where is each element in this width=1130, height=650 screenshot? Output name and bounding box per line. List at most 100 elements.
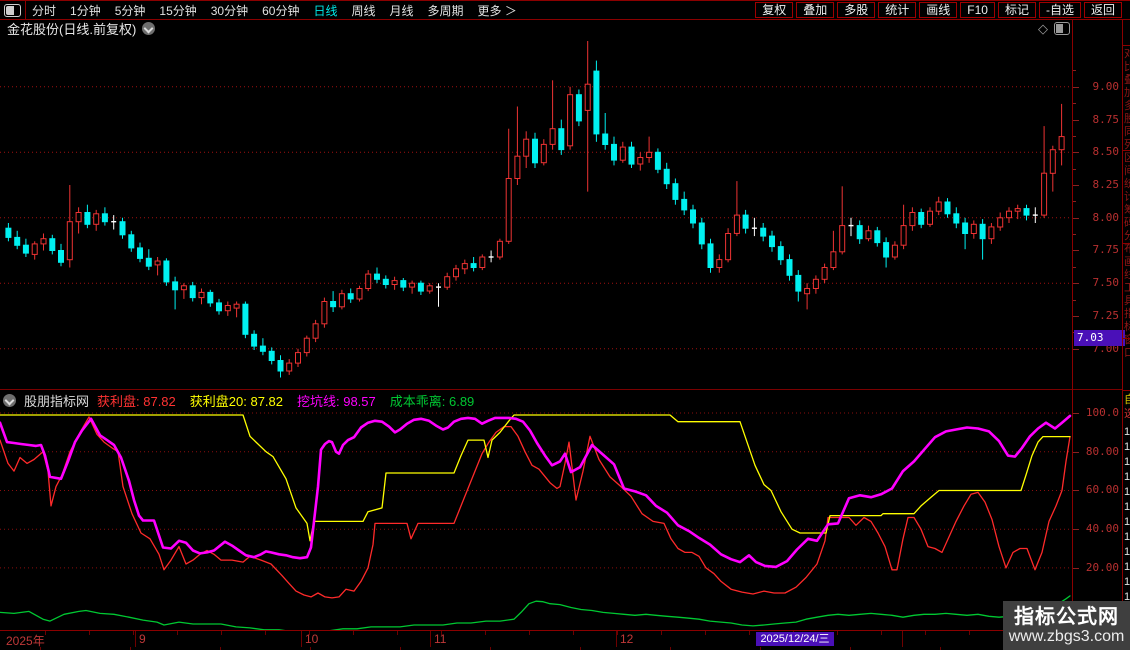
price-tick [1073, 120, 1079, 121]
strip-digit: 1 [1124, 516, 1130, 528]
strip-menu-char: 口 [1124, 348, 1130, 359]
period-tab-7[interactable]: 周线 [351, 3, 376, 18]
price-axis-label: 8.25 [1092, 178, 1120, 191]
strip-divider [1123, 150, 1130, 151]
strip-digit: 1 [1124, 591, 1130, 603]
tool-button-8[interactable]: 返回 [1083, 2, 1122, 18]
price-axis-label: 8.75 [1092, 113, 1120, 126]
strip-menu-char: 工 [1124, 283, 1130, 294]
strip-digit: 1 [1124, 546, 1130, 558]
period-tabs: 分时 1分钟 5分钟 15分钟 30分钟 60分钟 日线 周线 月线 多周期 更多 ＞ [26, 2, 517, 19]
strip-menu-char: 叠 [1124, 75, 1130, 86]
strip-menu-char: 间 [1124, 166, 1130, 177]
price-minor-tick [1073, 103, 1076, 104]
period-tab-3[interactable]: 15分钟 [159, 3, 197, 18]
price-tick [1073, 218, 1079, 219]
period-tab-1[interactable]: 1分钟 [70, 3, 101, 18]
date-tick [89, 631, 90, 635]
indicator-tick [1073, 568, 1079, 569]
date-tick [309, 631, 310, 635]
tool-button-4[interactable]: 画线 [919, 2, 958, 18]
period-tab-9[interactable]: 多周期 [427, 3, 464, 18]
subrow-separator [490, 647, 491, 650]
panel-toggle-icon[interactable] [1054, 22, 1070, 35]
indicator-field-1: 获利盘20: 87.82 [189, 393, 283, 409]
strip-digit: 1 [1124, 531, 1130, 543]
tool-button-2[interactable]: 多股 [837, 2, 876, 18]
price-minor-tick [1073, 267, 1076, 268]
date-axis-label: 11 [434, 632, 447, 646]
chevron-down-icon[interactable] [142, 22, 156, 35]
date-tick [265, 631, 266, 635]
top-toolbar: 分时 1分钟 5分钟 15分钟 30分钟 60分钟 日线 周线 月线 多周期 更多 ＞ 复权 叠加 多股… [0, 0, 1130, 20]
subrow-separator [940, 647, 941, 650]
strip-digit: 1 [1124, 426, 1130, 438]
price-tick [1073, 87, 1079, 88]
subrow-separator [130, 647, 131, 650]
tool-buttons: 复权 叠加 多股 统计 画线 F10 标记 -自选 返回 [755, 2, 1130, 18]
date-tick [573, 631, 574, 635]
strip-menu-char: 多 [1124, 101, 1130, 112]
indicator-line-3 [0, 595, 1071, 630]
indicator-tick [1073, 413, 1079, 414]
price-tick [1073, 349, 1079, 350]
date-axis-label: 10 [305, 632, 319, 646]
price-tick [1073, 316, 1079, 317]
tool-button-6[interactable]: 标记 [997, 2, 1036, 18]
stock-title: 金花股份(日线.前复权) [7, 22, 137, 37]
period-tab-4[interactable]: 30分钟 [210, 3, 249, 18]
bottom-partial-row [0, 647, 1130, 650]
period-tab-10[interactable]: 更多 ＞ [477, 3, 517, 18]
candlestick-chart[interactable] [0, 38, 1072, 389]
indicator-axis-label: 20.00 [1085, 561, 1119, 574]
watermark-url: www.zbgs3.com [1008, 627, 1125, 645]
tool-button-1[interactable]: 叠加 [796, 2, 835, 18]
subrow-separator [40, 647, 41, 650]
period-tab-6[interactable]: 日线 [313, 3, 338, 18]
indicator-chart[interactable] [0, 390, 1072, 630]
subrow-separator [220, 647, 221, 650]
strip-menu-char: 布 [1124, 244, 1130, 255]
indicator-field-0: 获利盘: 87.82 [97, 393, 176, 409]
layout-toggle-icon[interactable] [4, 3, 21, 17]
strip-menu-char: 窗 [1124, 335, 1130, 346]
date-tick [661, 631, 662, 635]
date-tick [969, 631, 970, 635]
tool-button-7[interactable]: -自选 [1038, 2, 1081, 18]
strip-menu-char: 列 [1124, 140, 1130, 151]
subrow-separator [760, 647, 761, 650]
subrow-separator [580, 647, 581, 650]
tool-button-5[interactable]: F10 [960, 2, 995, 18]
date-separator [135, 631, 136, 647]
date-separator [616, 631, 617, 647]
date-tick [397, 631, 398, 635]
indicator-chevron-icon[interactable] [3, 393, 16, 407]
right-sidebar-strip[interactable]: 对比叠加多股同列区间统计筹码分布画线工具指标窗口自选 1 1 1 1 1 1 1 1 1 1 1 1 [1122, 19, 1130, 647]
strip-menu-char: 筹 [1124, 205, 1130, 216]
price-tick [1073, 250, 1079, 251]
strip-divider [1123, 390, 1130, 391]
candlestick-series [5, 41, 1065, 378]
period-tab-0[interactable]: 分时 [32, 3, 57, 18]
price-minor-tick [1073, 300, 1076, 301]
strip-digit: 1 [1124, 456, 1130, 468]
date-separator [902, 631, 903, 647]
price-highlight-badge: 7.03 [1074, 330, 1125, 346]
period-tab-8[interactable]: 月线 [389, 3, 414, 18]
price-axis-label: 8.00 [1092, 211, 1120, 224]
indicator-axis-label: 40.00 [1085, 522, 1119, 535]
date-separator [301, 631, 302, 647]
tool-button-0[interactable]: 复权 [755, 2, 794, 18]
period-tab-2[interactable]: 5分钟 [114, 3, 146, 18]
price-axis-label: 7.50 [1092, 276, 1120, 289]
date-highlight-badge: 2025/12/24/三 [756, 632, 834, 646]
period-tab-5[interactable]: 60分钟 [262, 3, 300, 18]
tool-button-3[interactable]: 统计 [878, 2, 917, 18]
date-tick [617, 631, 618, 635]
strip-digit: 1 [1124, 576, 1130, 588]
indicator-tick [1073, 452, 1079, 453]
indicator-field-2: 挖坑线: 98.57 [297, 393, 376, 409]
price-minor-tick [1073, 136, 1076, 137]
diamond-icon[interactable]: ◇ [1038, 20, 1048, 36]
strip-menu-char: 画 [1124, 257, 1130, 268]
